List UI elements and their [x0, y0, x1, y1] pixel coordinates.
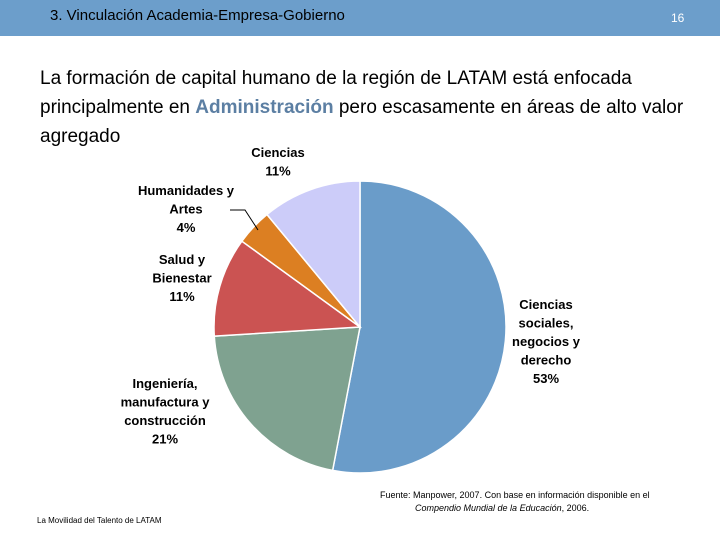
slide-section-title: 3. Vinculación Academia-Empresa-Gobierno	[50, 7, 345, 24]
slice-label: Humanidades y Artes 4%	[138, 183, 235, 235]
source-publication: Compendio Mundial de la Educación	[415, 503, 562, 513]
leader-line	[230, 209, 259, 231]
headline-highlight: Administración	[195, 97, 334, 118]
pie-slice	[213, 240, 363, 337]
slide-headline: La formación de capital humano de la reg…	[40, 64, 715, 151]
header-bar: 3. Vinculación Academia-Empresa-Gobierno…	[0, 0, 720, 36]
headline-text-start: La formación de capital humano de la reg…	[40, 68, 632, 118]
pie-slice	[265, 180, 361, 330]
source-line-1: Fuente: Manpower, 2007. Con base en info…	[380, 490, 650, 500]
pie-slice	[213, 326, 361, 472]
source-note: Fuente: Manpower, 2007. Con base en info…	[380, 489, 650, 515]
source-line-2-rest: , 2006.	[561, 503, 590, 513]
pie-slice	[331, 180, 507, 474]
slice-label: Ciencias sociales, negocios y derecho 53%	[512, 297, 581, 386]
slice-label: Ciencias 11%	[251, 145, 304, 179]
slice-label: Ingeniería, manufactura y construcción 21%	[121, 376, 211, 447]
headline-text-end: pero escasamente en áreas de alto valor …	[40, 97, 684, 147]
slice-label: Salud y Bienestar 11%	[152, 252, 211, 304]
page-number: 16	[671, 11, 685, 25]
footer-text: La Movilidad del Talento de LATAM	[37, 516, 162, 525]
pie-chart: Ciencias sociales, negocios y derecho 53% Ing…	[121, 145, 581, 474]
